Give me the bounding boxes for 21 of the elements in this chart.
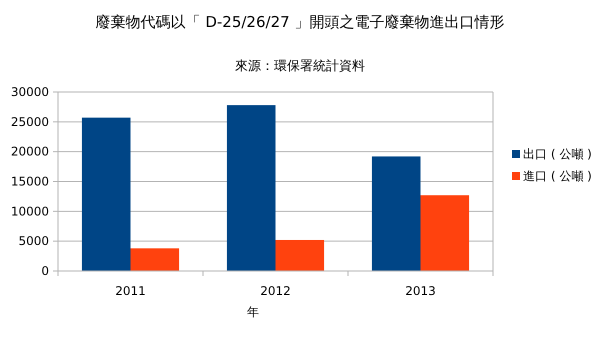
x-tick-label: 2012 [260,284,291,298]
chart-subtitle: 來源：環保署統計資料 [235,59,365,74]
x-tick-label: 2013 [405,284,436,298]
x-axis-title: 年 [247,305,259,319]
bar [276,240,324,271]
bar [226,105,276,271]
bar [372,156,420,271]
bar [420,195,470,271]
y-tick-label: 5000 [18,234,49,248]
bar [130,248,180,271]
y-tick-label: 10000 [10,204,49,218]
chart-title: 廢棄物代碼以「 D-25/26/27 」開頭之電子廢棄物進出口情形 [96,13,504,31]
y-tick-label: 30000 [10,85,49,99]
y-tick-label: 20000 [10,144,49,159]
legend-label: 進口 ( 公噸 ) [523,169,592,183]
legend-label: 出口 ( 公噸 ) [523,147,592,161]
y-tick-label: 0 [41,264,49,278]
bar [82,118,130,271]
y-tick-label: 15000 [10,174,49,188]
x-tick-label: 2011 [115,284,146,298]
y-tick-label: 25000 [10,114,49,129]
